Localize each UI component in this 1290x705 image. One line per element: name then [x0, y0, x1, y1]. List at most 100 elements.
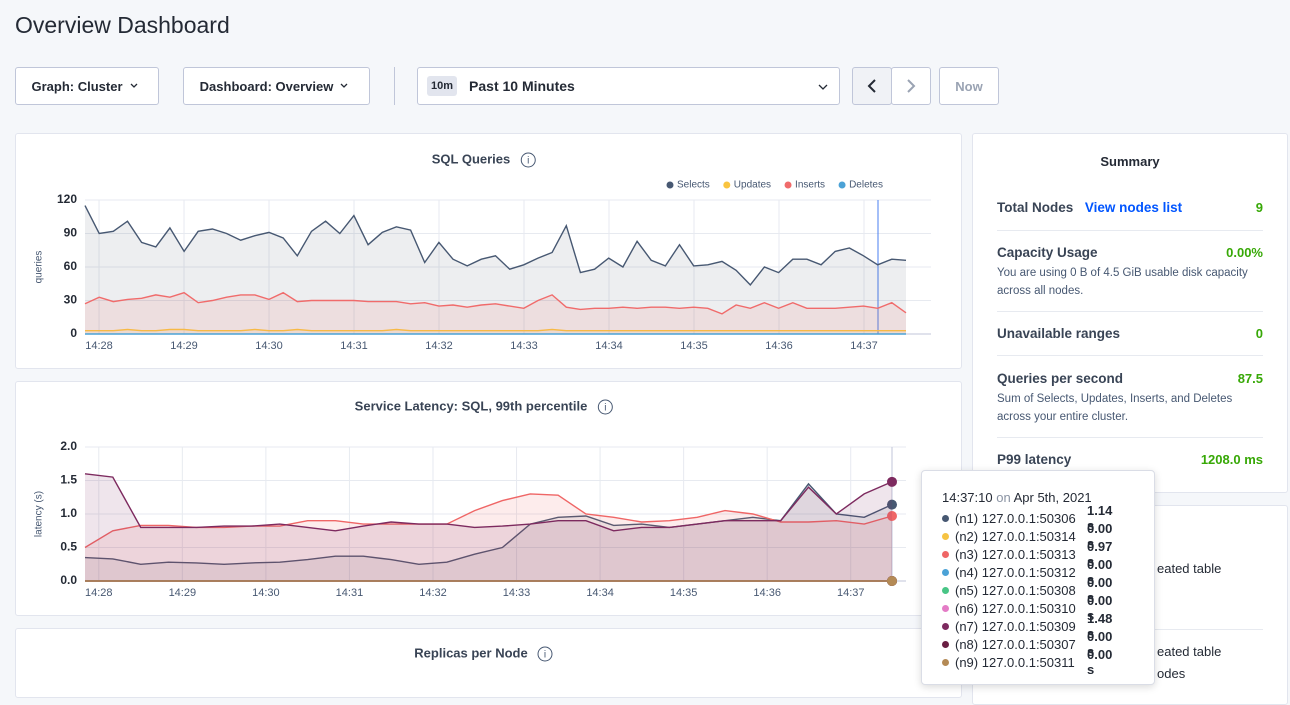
summary-value: 1208.0 ms [1201, 452, 1263, 467]
x-tick-label: 14:32 [419, 587, 447, 599]
tooltip-node: (n7) 127.0.0.1:50309 [955, 619, 1076, 634]
summary-item: P99 latency 1208.0 ms [997, 452, 1263, 467]
legend-swatch [723, 182, 730, 189]
separator [997, 230, 1263, 231]
chart-card: Replicas per Node i [15, 628, 962, 698]
x-tick-label: 14:34 [586, 587, 614, 599]
hover-point [887, 576, 897, 586]
tooltip-row: (n5) 127.0.0.1:503080.00 s [942, 581, 1076, 599]
x-tick-label: 14:35 [680, 340, 708, 352]
x-tick-label: 14:36 [765, 340, 793, 352]
tooltip-header: 14:37:10 on Apr 5th, 2021 [942, 490, 1092, 505]
tooltip-node: (n9) 127.0.0.1:50311 [955, 655, 1075, 670]
tooltip-row: (n7) 127.0.0.1:503091.48 s [942, 617, 1076, 635]
x-tick-label: 14:37 [850, 340, 878, 352]
dashboard-select[interactable]: Dashboard: Overview [183, 67, 370, 105]
now-button[interactable]: Now [939, 67, 999, 105]
tooltip-node: (n1) 127.0.0.1:50306 [955, 511, 1076, 526]
legend-label: Updates [734, 180, 771, 191]
tooltip-row: (n8) 127.0.0.1:503070.00 s [942, 635, 1076, 653]
legend-swatch [839, 182, 846, 189]
y-tick-label: 90 [64, 226, 78, 240]
tooltip-swatch [942, 659, 949, 666]
tooltip-row: (n3) 127.0.0.1:503130.97 s [942, 545, 1076, 563]
separator [997, 355, 1263, 356]
y-tick-label: 2.0 [60, 439, 77, 453]
legend-swatch [785, 182, 792, 189]
tooltip-row: (n4) 127.0.0.1:503120.00 s [942, 563, 1076, 581]
event-fragment: eated table [1157, 561, 1221, 576]
y-tick-label: 0.0 [60, 573, 77, 587]
x-tick-label: 14:33 [503, 587, 531, 599]
tooltip-node: (n3) 127.0.0.1:50313 [955, 547, 1076, 562]
x-tick-label: 14:28 [85, 587, 113, 599]
summary-label: Unavailable ranges [997, 326, 1120, 341]
tooltip-connector: on [996, 490, 1010, 505]
info-i: i [604, 403, 606, 414]
tooltip: 14:37:10 on Apr 5th, 2021 (n1) 127.0.0.1… [921, 470, 1155, 685]
graph-select[interactable]: Graph: Cluster [15, 67, 159, 105]
range-badge: 10m [427, 76, 457, 96]
page: Overview Dashboard Graph: Cluster Dashbo… [0, 0, 1290, 689]
summary-value: 0.00% [1226, 245, 1263, 260]
event-fragment: eated table [1157, 644, 1221, 659]
tooltip-row: (n1) 127.0.0.1:503061.14 s [942, 509, 1076, 527]
x-tick-label: 14:33 [510, 340, 538, 352]
summary-description: Sum of Selects, Updates, Inserts, and De… [997, 390, 1263, 426]
summary-item: Unavailable ranges 0 [997, 326, 1263, 341]
x-tick-label: 14:36 [753, 587, 781, 599]
summary-value: 9 [1256, 200, 1263, 215]
tooltip-swatch [942, 551, 949, 558]
x-tick-label: 14:29 [169, 587, 197, 599]
chart-title: Service Latency: SQL, 99th percentile [355, 398, 588, 413]
tooltip-swatch [942, 587, 949, 594]
graph-label: Graph: Cluster [31, 79, 122, 94]
nodes-link[interactable]: View nodes list [1085, 200, 1182, 215]
chart-card: Service Latency: SQL, 99th percentileila… [15, 381, 962, 616]
hover-point [887, 477, 897, 487]
next-button[interactable] [891, 67, 931, 105]
chart-title: Replicas per Node [414, 645, 527, 660]
summary-item: Capacity Usage 0.00% You are using 0 B o… [997, 245, 1263, 300]
arrow-left [866, 78, 878, 94]
summary-label: Capacity Usage [997, 245, 1098, 260]
summary-label: Queries per second [997, 371, 1123, 386]
y-tick-label: 1.0 [60, 506, 77, 520]
prev-button[interactable] [852, 67, 892, 105]
summary-value: 87.5 [1238, 371, 1263, 386]
legend-label: Selects [677, 180, 710, 191]
info-i: i [527, 156, 529, 167]
x-tick-label: 14:37 [837, 587, 865, 599]
chart: Replicas per Node i [16, 629, 962, 698]
x-tick-label: 14:35 [670, 587, 698, 599]
summary-description: You are using 0 B of 4.5 GiB usable disk… [997, 264, 1263, 300]
tooltip-row: (n2) 127.0.0.1:503140.00 s [942, 527, 1076, 545]
chart-card: SQL Queriesiqueries030609012014:2814:291… [15, 133, 962, 369]
summary-label: Total Nodes [997, 200, 1073, 215]
y-tick-label: 30 [64, 293, 78, 307]
tooltip-node: (n6) 127.0.0.1:50310 [955, 601, 1076, 616]
dashboard-label: Dashboard: Overview [200, 79, 334, 94]
y-tick-label: 0.5 [60, 540, 77, 554]
summary-label: P99 latency [997, 452, 1071, 467]
tooltip-swatch [942, 623, 949, 630]
tooltip-node: (n5) 127.0.0.1:50308 [955, 583, 1076, 598]
tooltip-date: Apr 5th, 2021 [1014, 490, 1092, 505]
x-tick-label: 14:28 [85, 340, 113, 352]
tooltip-node: (n4) 127.0.0.1:50312 [955, 565, 1076, 580]
time-range-select[interactable]: 10m Past 10 Minutes [417, 67, 840, 105]
x-tick-label: 14:29 [170, 340, 198, 352]
legend-label: Deletes [849, 180, 883, 191]
y-axis-label: queries [34, 251, 45, 284]
y-tick-label: 0 [70, 326, 77, 340]
tooltip-swatch [942, 605, 949, 612]
x-tick-label: 14:32 [425, 340, 453, 352]
tooltip-node: (n2) 127.0.0.1:50314 [955, 529, 1076, 544]
chart: SQL Queriesiqueries030609012014:2814:291… [16, 134, 962, 369]
x-tick-label: 14:34 [595, 340, 623, 352]
x-tick-label: 14:30 [252, 587, 280, 599]
chevron [123, 81, 143, 91]
summary-card: Summary Total Nodes View nodes list 9 Ca… [972, 133, 1288, 493]
arrow-right [905, 78, 917, 94]
tooltip-row: (n9) 127.0.0.1:503110.00 s [942, 653, 1075, 671]
